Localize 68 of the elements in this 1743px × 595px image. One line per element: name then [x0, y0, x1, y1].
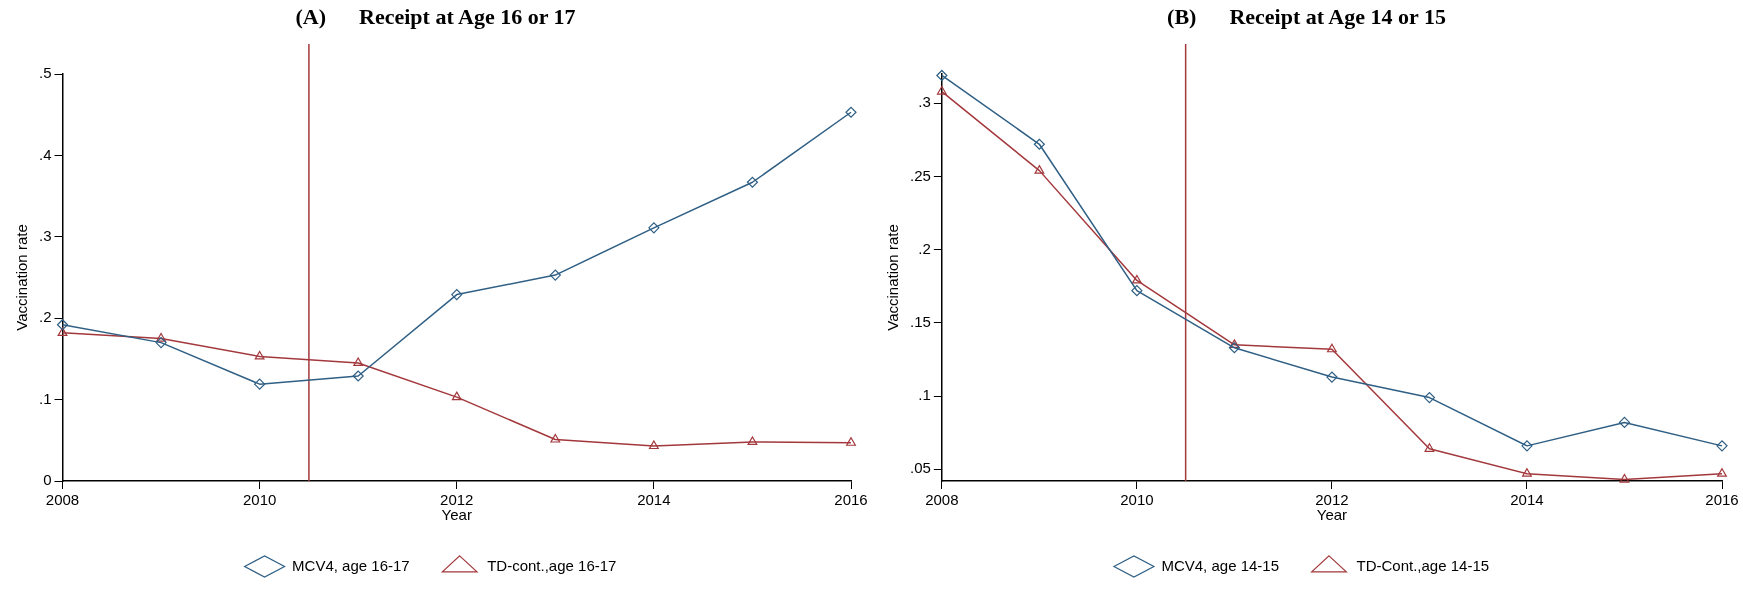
point: [550, 433, 561, 443]
point: [746, 176, 759, 188]
y-tick-label: .2: [918, 239, 931, 257]
point: [1717, 468, 1727, 477]
point: [936, 69, 948, 82]
x-tick-label: 2016: [1705, 491, 1739, 509]
x-tick-label: 2016: [834, 491, 868, 509]
point: [451, 391, 462, 401]
y-tick-label: .15: [909, 313, 931, 331]
y-tick-label: .3: [38, 226, 52, 244]
point: [352, 370, 364, 382]
point: [1521, 440, 1533, 452]
point: [56, 319, 69, 331]
y-tick-label: 0: [43, 471, 52, 489]
y-tick-label: .05: [909, 459, 931, 477]
legend-label: MCV4, age 16-17: [292, 556, 410, 574]
point: [1619, 473, 1630, 483]
x-tick-label: 2012: [440, 491, 474, 509]
x-axis-title: Year: [441, 506, 472, 524]
point: [648, 440, 659, 450]
point: [1326, 371, 1338, 383]
y-axis-title: Vaccination rate: [884, 224, 902, 331]
point: [1618, 416, 1631, 429]
point: [1522, 468, 1532, 477]
y-axis-title: Vaccination rate: [13, 224, 31, 331]
point: [254, 378, 266, 390]
chart-title: (B) Receipt at Age 14 or 15: [1166, 3, 1447, 31]
x-tick-label: 2014: [1510, 491, 1544, 509]
point: [648, 222, 660, 234]
point: [353, 357, 364, 367]
point: [451, 288, 463, 301]
point: [1229, 339, 1240, 348]
x-tick-label: 2008: [925, 491, 959, 509]
point: [1423, 391, 1436, 404]
legend-label: TD-Cont.,age 14-15: [1356, 556, 1490, 574]
point: [1327, 343, 1337, 353]
y-tick-label: .1: [918, 386, 931, 404]
y-tick-label: .25: [909, 166, 931, 184]
y-tick-label: .2: [38, 308, 52, 326]
point: [747, 436, 758, 446]
point: [1131, 285, 1143, 297]
point: [1228, 342, 1241, 354]
x-tick-label: 2010: [1120, 491, 1154, 509]
point: [549, 269, 561, 281]
x-tick-label: 2008: [45, 491, 80, 509]
point: [1033, 138, 1045, 150]
point: [1131, 274, 1142, 284]
point: [1034, 165, 1045, 174]
x-tick-label: 2010: [242, 491, 277, 509]
point: [254, 350, 265, 360]
x-axis-title: Year: [1316, 506, 1348, 524]
point: [155, 337, 167, 349]
y-tick-label: .5: [38, 64, 52, 82]
point: [57, 327, 68, 336]
legend-label: MCV4, age 14-15: [1161, 556, 1280, 574]
x-tick-label: 2012: [1315, 491, 1349, 509]
point: [845, 106, 857, 118]
chart-title: (A) Receipt at Age 16 or 17: [294, 3, 577, 31]
point: [936, 85, 947, 95]
point: [1716, 440, 1728, 452]
point: [156, 332, 166, 342]
point: [846, 437, 856, 446]
x-tick-label: 2014: [637, 491, 671, 509]
y-tick-label: .3: [918, 93, 931, 111]
y-tick-label: .1: [38, 389, 52, 407]
point: [1424, 443, 1435, 452]
legend-label: TD-cont.,age 16-17: [487, 556, 617, 574]
y-tick-label: .4: [38, 145, 52, 163]
